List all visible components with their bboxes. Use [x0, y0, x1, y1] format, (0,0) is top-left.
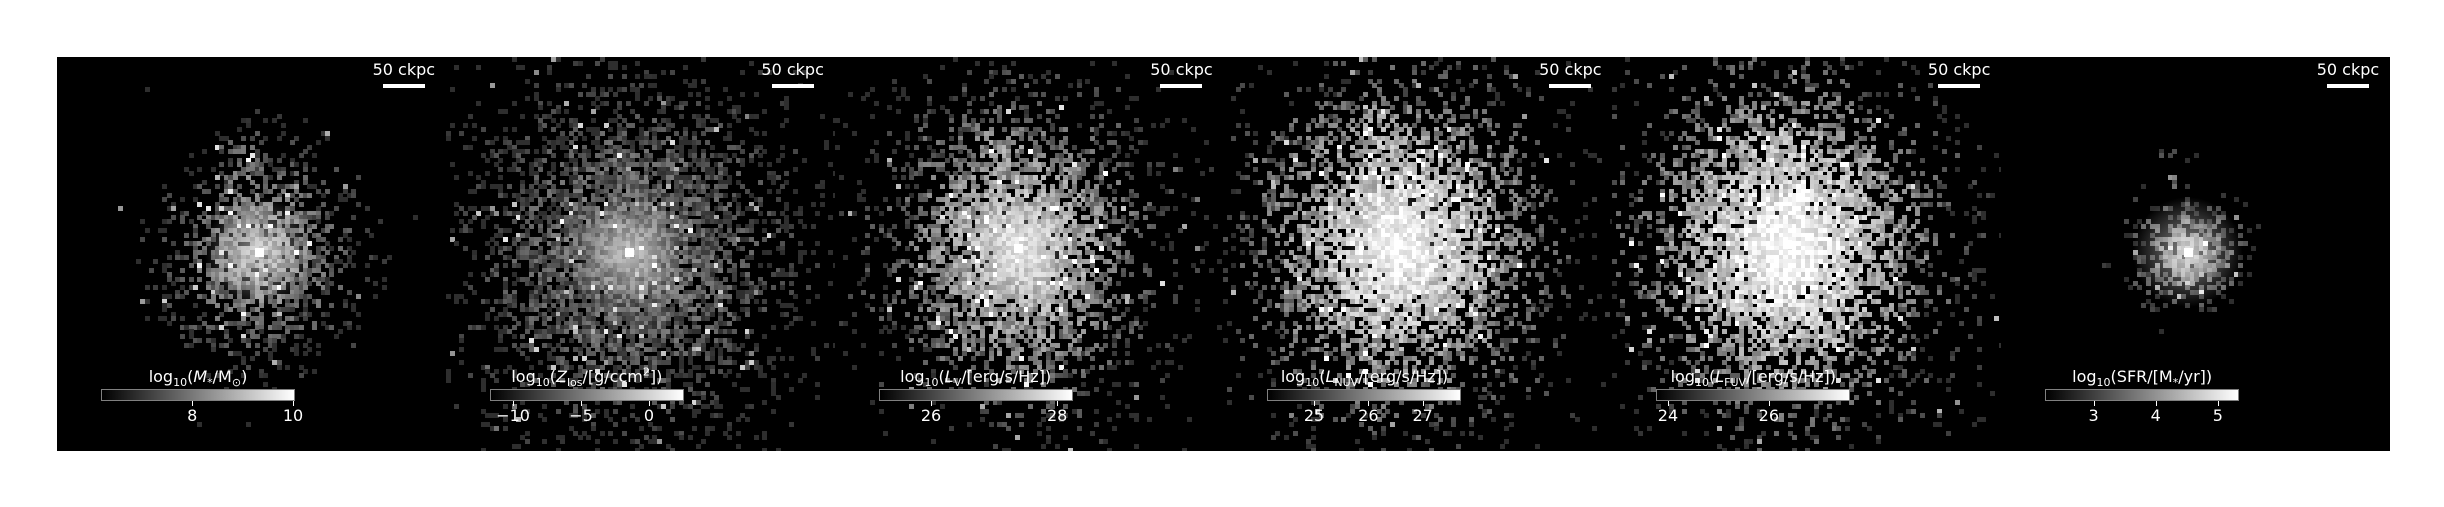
scale-bar-line [1938, 84, 1981, 88]
scale-bar-line [1160, 84, 1203, 88]
colorbar-nuv-band: log10(LNUV/[erg/s/Hz]) 25 26 27 [1267, 367, 1462, 425]
colorbar-tick-mark [192, 401, 194, 406]
galaxy-image-metallicity [445, 57, 835, 451]
colorbar-tick-mark [1368, 401, 1370, 406]
colorbar-tick-label: 27 [1412, 406, 1433, 425]
galaxy-image-nuv-band [1223, 57, 1613, 451]
colorbar-tick-label: 3 [2088, 406, 2099, 425]
colorbar-label: log10(LV/[erg/s/Hz]) [900, 367, 1052, 390]
colorbar-metallicity: log10(Zlos/[g/ccm2]) −10 −5 0 [489, 365, 684, 425]
map-panel-metallicity: 50 ckpc log10(Zlos/[g/ccm2]) −10 −5 0 [445, 57, 835, 451]
colorbar-fuv-band: log10(LFUV/[erg/s/Hz]) 24 26 [1656, 367, 1851, 425]
colorbar-tick-label: 26 [1758, 406, 1780, 425]
galaxy-image-v-band [834, 57, 1224, 451]
colorbar-label: log10(Zlos/[g/ccm2]) [511, 365, 663, 390]
colorbar-ticks: 24 26 [1656, 401, 1850, 425]
scale-bar: 50 ckpc [761, 61, 824, 88]
colorbar-sfr: log10(SFR/[M*/yr]) 3 4 5 [2045, 367, 2240, 425]
map-panel-v-band: 50 ckpc log10(LV/[erg/s/Hz]) 26 28 [834, 57, 1224, 451]
colorbar-tick-mark [293, 401, 295, 406]
colorbar-gradient [489, 389, 684, 401]
colorbar-gradient [101, 389, 295, 401]
colorbar-v-band: log10(LV/[erg/s/Hz]) 26 28 [878, 367, 1073, 425]
colorbar-ticks: 3 4 5 [2045, 401, 2239, 425]
colorbar-tick-label: −10 [496, 406, 530, 425]
colorbar-tick-mark [1667, 401, 1669, 406]
colorbar-tick-label: 26 [1358, 406, 1379, 425]
colorbar-ticks: 26 28 [879, 401, 1073, 425]
galaxy-image-sfr [2001, 57, 2390, 451]
colorbar-tick-label: 5 [2212, 406, 2223, 425]
colorbar-tick-label: 8 [187, 406, 198, 425]
colorbar-tick-label: 10 [282, 406, 304, 425]
galaxy-image-fuv-band [1612, 57, 2002, 451]
colorbar-tick-label: −5 [569, 406, 593, 425]
colorbar-gradient [2045, 389, 2240, 401]
colorbar-tick-label: 4 [2150, 406, 2161, 425]
scale-bar-label: 50 ckpc [1150, 60, 1213, 79]
colorbar-gradient [878, 389, 1073, 401]
colorbar-tick-mark [648, 401, 650, 406]
galaxy-image-stellar-mass [57, 57, 446, 451]
map-panel-sfr: 50 ckpc log10(SFR/[M*/yr]) 3 4 5 [2001, 57, 2390, 451]
colorbar-label: log10(LFUV/[erg/s/Hz]) [1670, 367, 1837, 390]
scale-bar-label: 50 ckpc [1927, 60, 1991, 79]
scale-bar: 50 ckpc [2317, 61, 2379, 88]
scale-bar-label: 50 ckpc [1539, 60, 1602, 79]
colorbar-ticks: −10 −5 0 [490, 401, 684, 425]
colorbar-label: log10(SFR/[M*/yr]) [2072, 367, 2213, 390]
colorbar-tick-mark [1422, 401, 1424, 406]
colorbar-ticks: 25 26 27 [1267, 401, 1461, 425]
colorbar-tick-mark [1314, 401, 1316, 406]
colorbar-tick-mark [1057, 401, 1059, 406]
scale-bar-label: 50 ckpc [372, 60, 436, 79]
colorbar-tick-mark [1768, 401, 1770, 406]
colorbar-tick-mark [581, 401, 582, 406]
colorbar-tick-mark [2217, 401, 2219, 406]
colorbar-label: log10(LNUV/[erg/s/Hz]) [1280, 367, 1449, 390]
map-panel-stellar-mass: 50 ckpc log10(M*/M⊙) 8 10 [57, 57, 446, 451]
colorbar-ticks: 8 10 [101, 401, 303, 425]
colorbar-label: log10(M*/M⊙) [148, 367, 248, 390]
colorbar-tick-label: 24 [1657, 406, 1679, 425]
scale-bar-label: 50 ckpc [761, 60, 824, 79]
scale-bar-line [771, 84, 814, 88]
scale-bar: 50 ckpc [1928, 61, 1990, 88]
scale-bar: 50 ckpc [1539, 61, 1602, 88]
colorbar-tick-mark [513, 401, 515, 406]
scale-bar-line [382, 84, 425, 88]
colorbar-tick-label: 25 [1303, 406, 1325, 425]
colorbar-stellar-mass: log10(M*/M⊙) 8 10 [101, 367, 303, 425]
colorbar-tick-mark [2155, 401, 2157, 406]
map-panel-fuv-band: 50 ckpc log10(LFUV/[erg/s/Hz]) 24 26 [1612, 57, 2002, 451]
scale-bar-label: 50 ckpc [2316, 60, 2380, 79]
colorbar-tick-label: 28 [1046, 406, 1068, 425]
colorbar-gradient [1267, 389, 1462, 401]
colorbar-gradient [1656, 389, 1851, 401]
scale-bar-line [1549, 84, 1592, 88]
colorbar-tick-label: 26 [920, 406, 942, 425]
map-panel-nuv-band: 50 ckpc log10(LNUV/[erg/s/Hz]) 25 26 27 [1223, 57, 1613, 451]
colorbar-tick-mark [931, 401, 933, 406]
galaxy-map-figure: 50 ckpc log10(M*/M⊙) 8 10 50 ckpc log10(Zlos/… [57, 57, 2390, 451]
colorbar-tick-label: 0 [643, 406, 654, 425]
scale-bar: 50 ckpc [1150, 61, 1213, 88]
colorbar-tick-mark [2093, 401, 2095, 406]
scale-bar: 50 ckpc [373, 61, 435, 88]
scale-bar-line [2326, 84, 2369, 88]
